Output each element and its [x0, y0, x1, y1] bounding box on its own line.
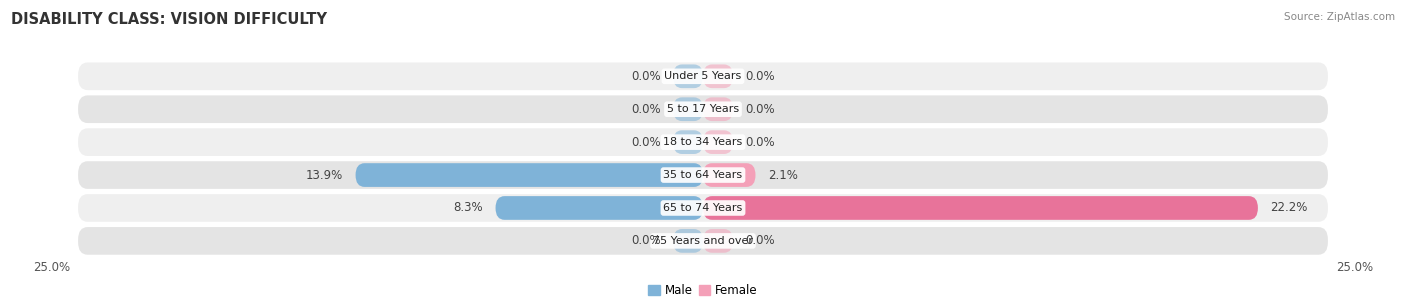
Text: 13.9%: 13.9% — [307, 169, 343, 181]
FancyBboxPatch shape — [495, 196, 703, 220]
FancyBboxPatch shape — [79, 161, 1327, 189]
Text: Source: ZipAtlas.com: Source: ZipAtlas.com — [1284, 12, 1395, 22]
Text: 0.0%: 0.0% — [745, 103, 775, 116]
FancyBboxPatch shape — [703, 64, 733, 88]
FancyBboxPatch shape — [79, 194, 1327, 222]
FancyBboxPatch shape — [673, 64, 703, 88]
Text: DISABILITY CLASS: VISION DIFFICULTY: DISABILITY CLASS: VISION DIFFICULTY — [11, 12, 328, 27]
Text: 25.0%: 25.0% — [34, 261, 70, 274]
FancyBboxPatch shape — [703, 97, 733, 121]
FancyBboxPatch shape — [673, 229, 703, 253]
FancyBboxPatch shape — [673, 130, 703, 154]
Text: 0.0%: 0.0% — [631, 235, 661, 247]
Text: 0.0%: 0.0% — [631, 103, 661, 116]
Text: 8.3%: 8.3% — [453, 202, 484, 214]
Text: 22.2%: 22.2% — [1271, 202, 1308, 214]
Text: 2.1%: 2.1% — [768, 169, 797, 181]
FancyBboxPatch shape — [79, 95, 1327, 123]
FancyBboxPatch shape — [79, 227, 1327, 255]
Text: 0.0%: 0.0% — [745, 70, 775, 83]
Legend: Male, Female: Male, Female — [644, 280, 762, 302]
FancyBboxPatch shape — [703, 196, 1258, 220]
FancyBboxPatch shape — [673, 97, 703, 121]
Text: Under 5 Years: Under 5 Years — [665, 71, 741, 81]
Text: 0.0%: 0.0% — [745, 235, 775, 247]
Text: 75 Years and over: 75 Years and over — [652, 236, 754, 246]
Text: 0.0%: 0.0% — [745, 136, 775, 149]
FancyBboxPatch shape — [79, 63, 1327, 90]
FancyBboxPatch shape — [703, 163, 755, 187]
Text: 65 to 74 Years: 65 to 74 Years — [664, 203, 742, 213]
Text: 0.0%: 0.0% — [631, 136, 661, 149]
Text: 5 to 17 Years: 5 to 17 Years — [666, 104, 740, 114]
FancyBboxPatch shape — [79, 128, 1327, 156]
FancyBboxPatch shape — [703, 130, 733, 154]
Text: 35 to 64 Years: 35 to 64 Years — [664, 170, 742, 180]
FancyBboxPatch shape — [356, 163, 703, 187]
FancyBboxPatch shape — [703, 229, 733, 253]
Text: 18 to 34 Years: 18 to 34 Years — [664, 137, 742, 147]
Text: 25.0%: 25.0% — [1336, 261, 1372, 274]
Text: 0.0%: 0.0% — [631, 70, 661, 83]
